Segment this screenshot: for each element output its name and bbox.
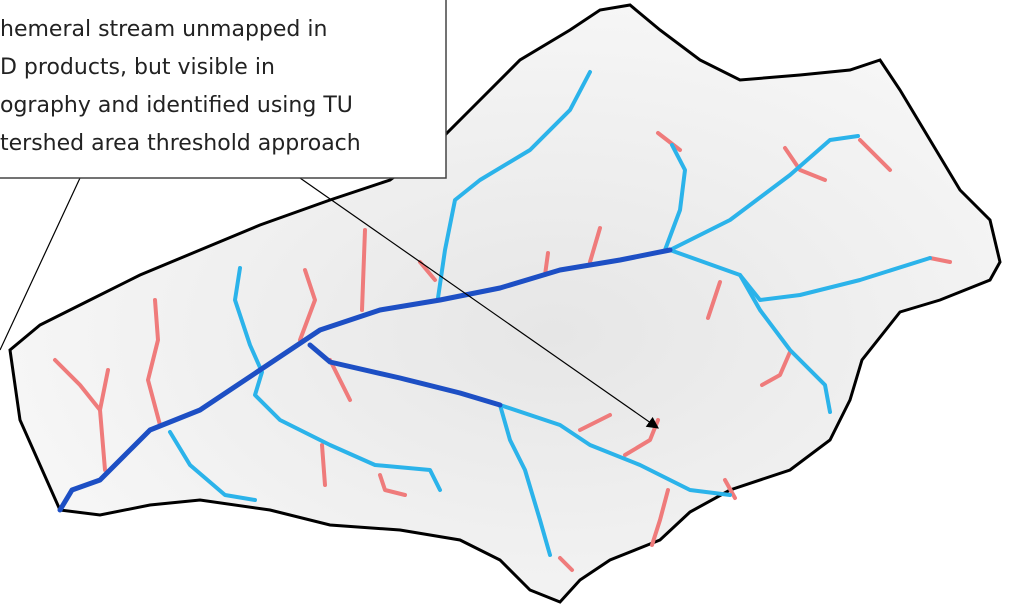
callout-line: hemeral stream unmapped in (0, 17, 327, 42)
callout-line: tershed area threshold approach (0, 131, 361, 156)
page: hemeral stream unmapped in D products, b… (0, 0, 1015, 615)
callout-line: ography and identified using TU (0, 93, 353, 118)
callout-line: D products, but visible in (0, 55, 275, 80)
map: hemeral stream unmapped in D products, b… (0, 0, 1015, 615)
